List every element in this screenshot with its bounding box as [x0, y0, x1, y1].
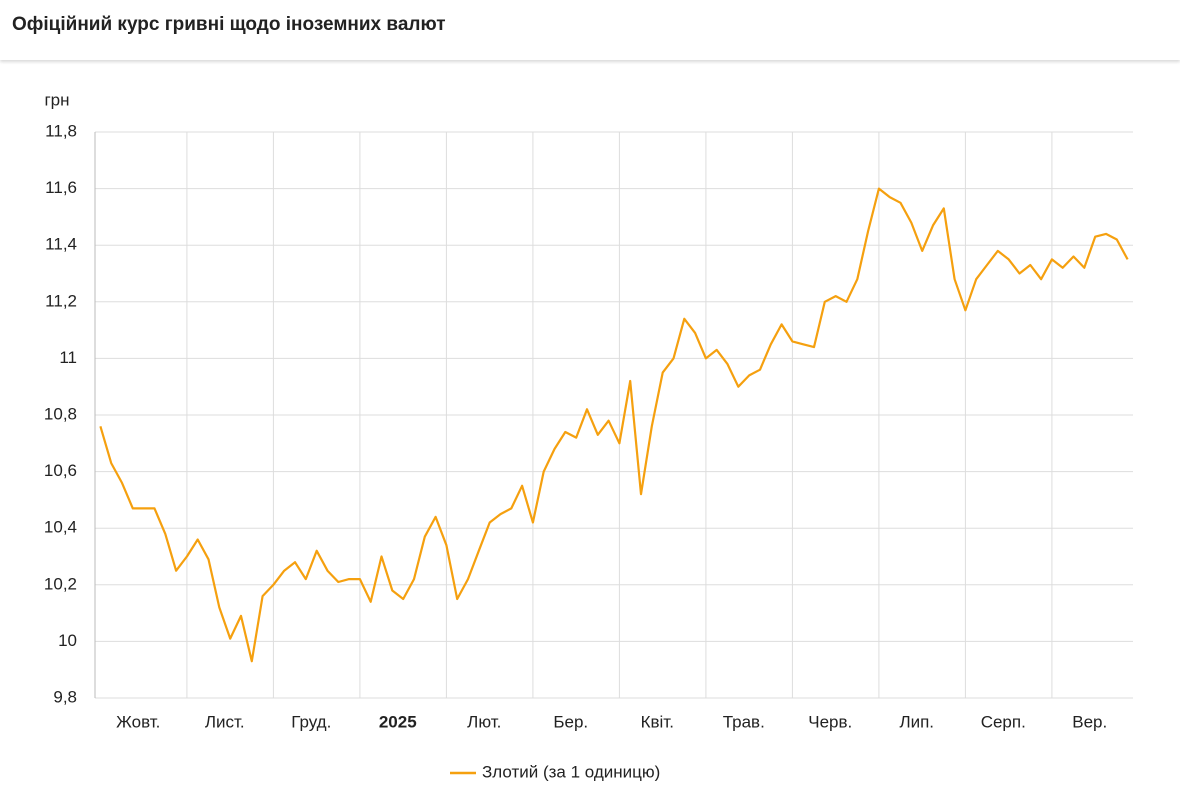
- y-tick-label: 11,8: [45, 121, 77, 140]
- x-tick-label: Серп.: [981, 712, 1026, 731]
- x-tick-label: Бер.: [553, 712, 588, 731]
- y-tick-label: 11,6: [45, 178, 77, 197]
- y-tick-label: 11,2: [45, 291, 77, 310]
- y-tick-label: 11: [59, 348, 77, 367]
- y-tick-label: 10,8: [44, 404, 77, 423]
- x-tick-label: Вер.: [1072, 712, 1107, 731]
- x-tick-label: Жовт.: [116, 712, 160, 731]
- x-tick-label: Лип.: [899, 712, 934, 731]
- data-line: [99, 187, 1129, 663]
- y-tick-label: 10,2: [44, 574, 77, 593]
- y-unit: грн: [44, 90, 69, 109]
- x-tick-label: Лют.: [467, 712, 501, 731]
- x-tick-label: Черв.: [808, 712, 852, 731]
- legend-label: Злотий (за 1 одиницю): [482, 762, 660, 781]
- x-tick-label: Груд.: [291, 712, 331, 731]
- y-tick-label: 9,8: [53, 687, 77, 706]
- page-title: Офіційний курс гривні щодо іноземних вал…: [12, 14, 446, 35]
- y-tick-label: 11,4: [45, 235, 77, 254]
- x-tick-label: 2025: [379, 712, 417, 731]
- top-bar: Офіційний курс гривні щодо іноземних вал…: [0, 0, 1180, 60]
- x-tick-label: Лист.: [205, 712, 245, 731]
- x-tick-label: Трав.: [723, 712, 765, 731]
- y-tick-label: 10: [58, 631, 77, 650]
- x-tick-label: Квіт.: [641, 712, 674, 731]
- y-tick-label: 10,6: [44, 461, 77, 480]
- y-tick-label: 10,4: [44, 518, 77, 537]
